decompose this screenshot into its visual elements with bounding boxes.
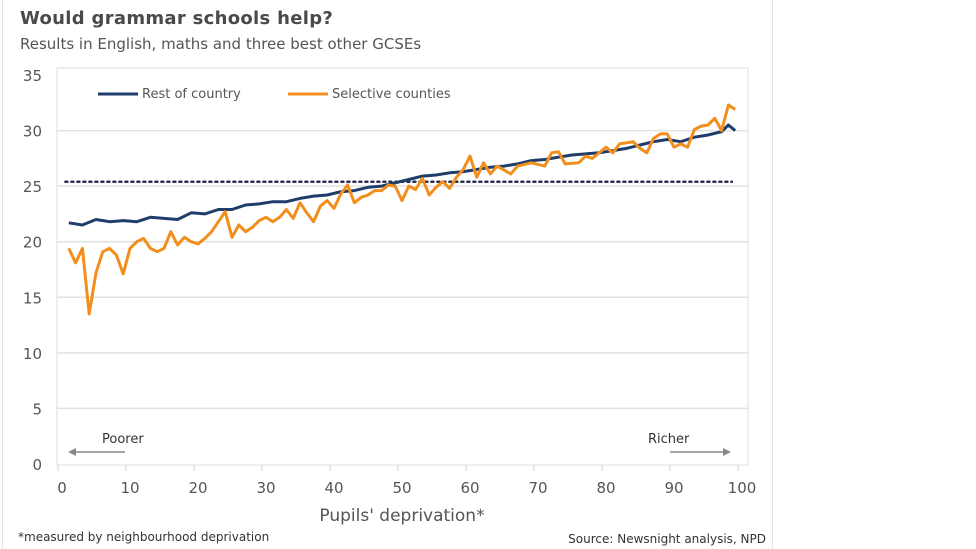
chart-frame <box>2 0 773 549</box>
x-tick-label: 80 <box>596 479 615 497</box>
x-tick-label: 50 <box>392 479 411 497</box>
gridlines <box>57 129 748 410</box>
x-tick-label: 90 <box>664 479 683 497</box>
poorer-label: Poorer <box>102 432 144 447</box>
source-note: Source: Newsnight analysis, NPD <box>568 532 766 546</box>
y-tick-label: 20 <box>23 234 42 252</box>
series-lines <box>67 103 737 316</box>
y-tick-label: 0 <box>32 456 42 474</box>
x-tick-label: 10 <box>120 479 139 497</box>
y-tick-label: 10 <box>23 345 42 363</box>
y-tick-label: 30 <box>23 123 42 141</box>
legend-label-rest-of-country: Rest of country <box>142 87 241 102</box>
series-line-rest-of-country <box>68 123 737 227</box>
chart-title: Would grammar schools help? <box>20 8 334 29</box>
legend-label-selective-counties: Selective counties <box>332 87 451 102</box>
richer-annotation: Richer <box>648 432 731 456</box>
y-axis-ticks: 0 5 10 15 20 25 30 35 <box>23 67 42 474</box>
x-axis-ticks: 0 10 20 30 40 50 60 70 80 90 100 <box>57 465 756 497</box>
y-tick-label: 15 <box>23 289 42 307</box>
x-axis-label: Pupils' deprivation* <box>319 506 484 526</box>
x-tick-label: 20 <box>188 479 207 497</box>
legend: Rest of country Selective counties <box>98 87 451 102</box>
x-tick-label: 100 <box>728 479 757 497</box>
right-arrowhead-icon <box>723 448 731 456</box>
left-arrowhead-icon <box>68 448 76 456</box>
x-tick-label: 60 <box>460 479 479 497</box>
x-tick-label: 40 <box>324 479 343 497</box>
plot-area-border <box>56 67 749 466</box>
y-tick-label: 25 <box>23 178 42 196</box>
series-line-selective-counties <box>67 103 737 316</box>
footnote: *measured by neighbourhood deprivation <box>18 530 270 544</box>
y-tick-label: 35 <box>23 67 42 85</box>
chart-subtitle: Results in English, maths and three best… <box>20 35 422 53</box>
y-tick-label: 5 <box>32 400 42 418</box>
x-tick-label: 70 <box>528 479 547 497</box>
x-tick-label: 0 <box>57 479 67 497</box>
richer-label: Richer <box>648 432 690 447</box>
poorer-annotation: Poorer <box>68 432 144 456</box>
x-tick-label: 30 <box>256 479 275 497</box>
